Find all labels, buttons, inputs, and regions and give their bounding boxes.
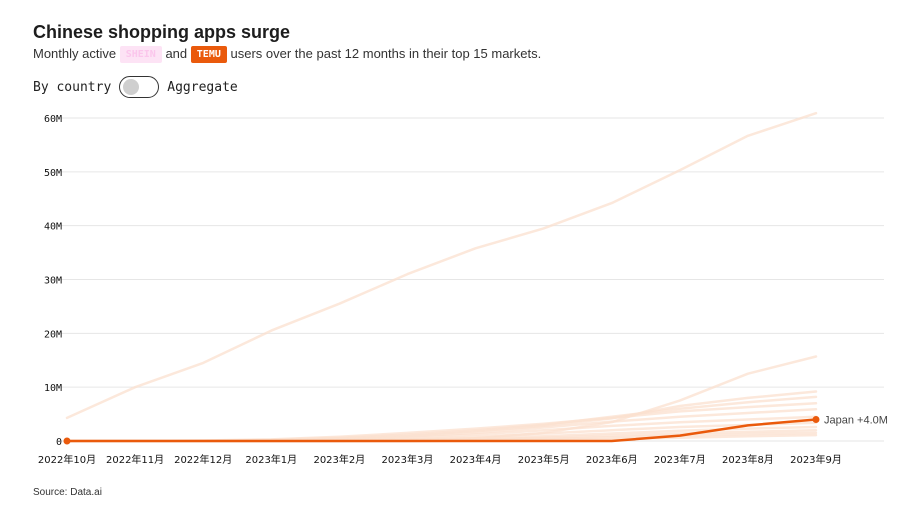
x-tick-label: 2023年6月 [586, 453, 638, 466]
x-tick-label: 2023年2月 [313, 453, 365, 466]
x-tick-label: 2023年8月 [722, 453, 774, 466]
x-tick-label: 2022年12月 [174, 453, 232, 466]
y-tick-label: 60M [44, 114, 62, 125]
source-note: Source: Data.ai [33, 487, 102, 498]
background-series-line [65, 355, 818, 443]
y-tick-label: 50M [44, 168, 62, 179]
x-tick-label: 2022年10月 [38, 453, 96, 466]
toggle-knob [123, 79, 140, 95]
view-toggle-row: By country Aggregate [33, 75, 238, 99]
y-tick-label: 10M [44, 383, 62, 394]
toggle-left-label: By country [33, 79, 112, 95]
subtitle-prefix: Monthly active [33, 46, 117, 61]
y-tick-label: 40M [44, 222, 62, 233]
x-tick-label: 2023年3月 [382, 453, 434, 466]
toggle-right-label: Aggregate [167, 79, 238, 95]
highlight-end-point [812, 415, 820, 423]
y-tick-label: 30M [44, 276, 62, 287]
x-tick-label: 2023年1月 [245, 453, 297, 466]
highlight-end-label: Japan +4.0M [824, 414, 888, 426]
x-tick-label: 2022年11月 [106, 453, 164, 466]
subtitle-suffix: users over the past 12 months in their t… [230, 46, 542, 61]
highlight-start-point [63, 437, 71, 445]
y-tick-label: 0 [56, 437, 62, 448]
x-tick-label: 2023年9月 [790, 453, 842, 466]
x-tick-label: 2023年7月 [654, 453, 706, 466]
shein-chip: SHEIN [119, 46, 162, 63]
x-tick-label: 2023年4月 [450, 453, 502, 466]
highlight-series-line [65, 418, 818, 443]
y-tick-label: 20M [44, 329, 62, 340]
chart-subtitle: Monthly active SHEIN and TEMU users over… [33, 46, 541, 63]
chart-title: Chinese shopping apps surge [33, 22, 291, 42]
background-series-line [65, 111, 818, 420]
line-chart: 0 10M 20M 30M 40M 50M 60M 2022年10月 2022年11月 2022年… [38, 111, 888, 466]
temu-chip: TEMU [190, 46, 227, 63]
x-tick-label: 2023年5月 [518, 453, 570, 466]
view-toggle-switch[interactable] [119, 76, 160, 98]
subtitle-and: and [165, 46, 188, 61]
